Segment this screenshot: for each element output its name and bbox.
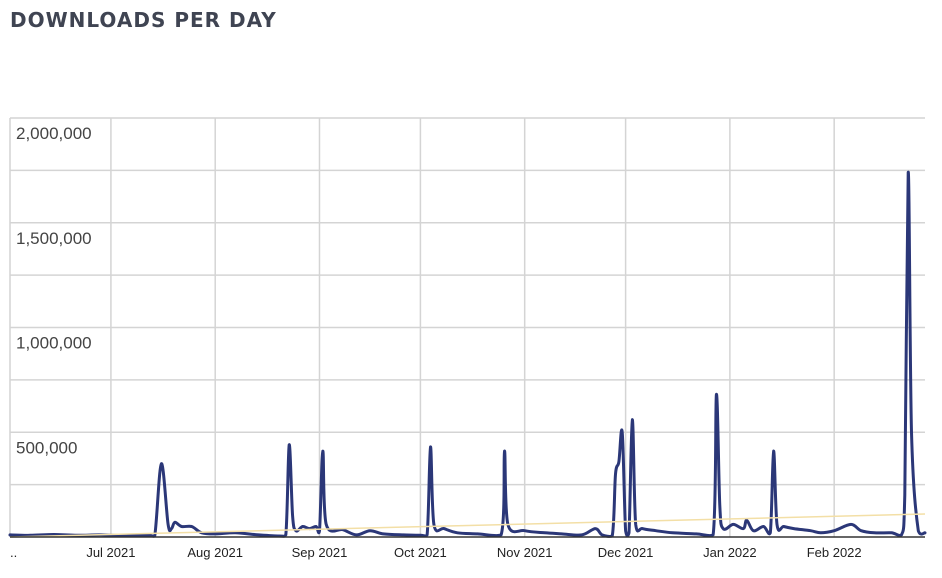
y-axis-labels: 2,000,000 1,500,000 1,000,000 500,000: [16, 124, 92, 457]
series-layer: [8, 170, 927, 538]
x-tick-label: Aug 2021: [187, 545, 243, 560]
x-tick-label: Jan 2022: [703, 545, 757, 560]
x-tick-label: ..: [10, 545, 17, 560]
y-tick-label: 500,000: [16, 438, 77, 457]
y-tick-label: 1,500,000: [16, 229, 92, 248]
x-tick-label: Nov 2021: [497, 545, 553, 560]
grid-lines: [9, 117, 925, 537]
x-tick-label: Feb 2022: [807, 545, 862, 560]
trend-line: [9, 513, 926, 538]
downloads-line: [8, 170, 927, 538]
x-tick-label: Jul 2021: [86, 545, 135, 560]
chart-title: DOWNLOADS PER DAY: [10, 8, 277, 32]
y-tick-label: 2,000,000: [16, 124, 92, 143]
x-tick-label: Dec 2021: [598, 545, 654, 560]
x-tick-label: Sep 2021: [292, 545, 348, 560]
x-tick-label: Oct 2021: [394, 545, 447, 560]
x-axis-labels: .. Jul 2021 Aug 2021 Sep 2021 Oct 2021 Nov 20…: [10, 545, 862, 560]
y-tick-label: 1,000,000: [16, 334, 92, 353]
